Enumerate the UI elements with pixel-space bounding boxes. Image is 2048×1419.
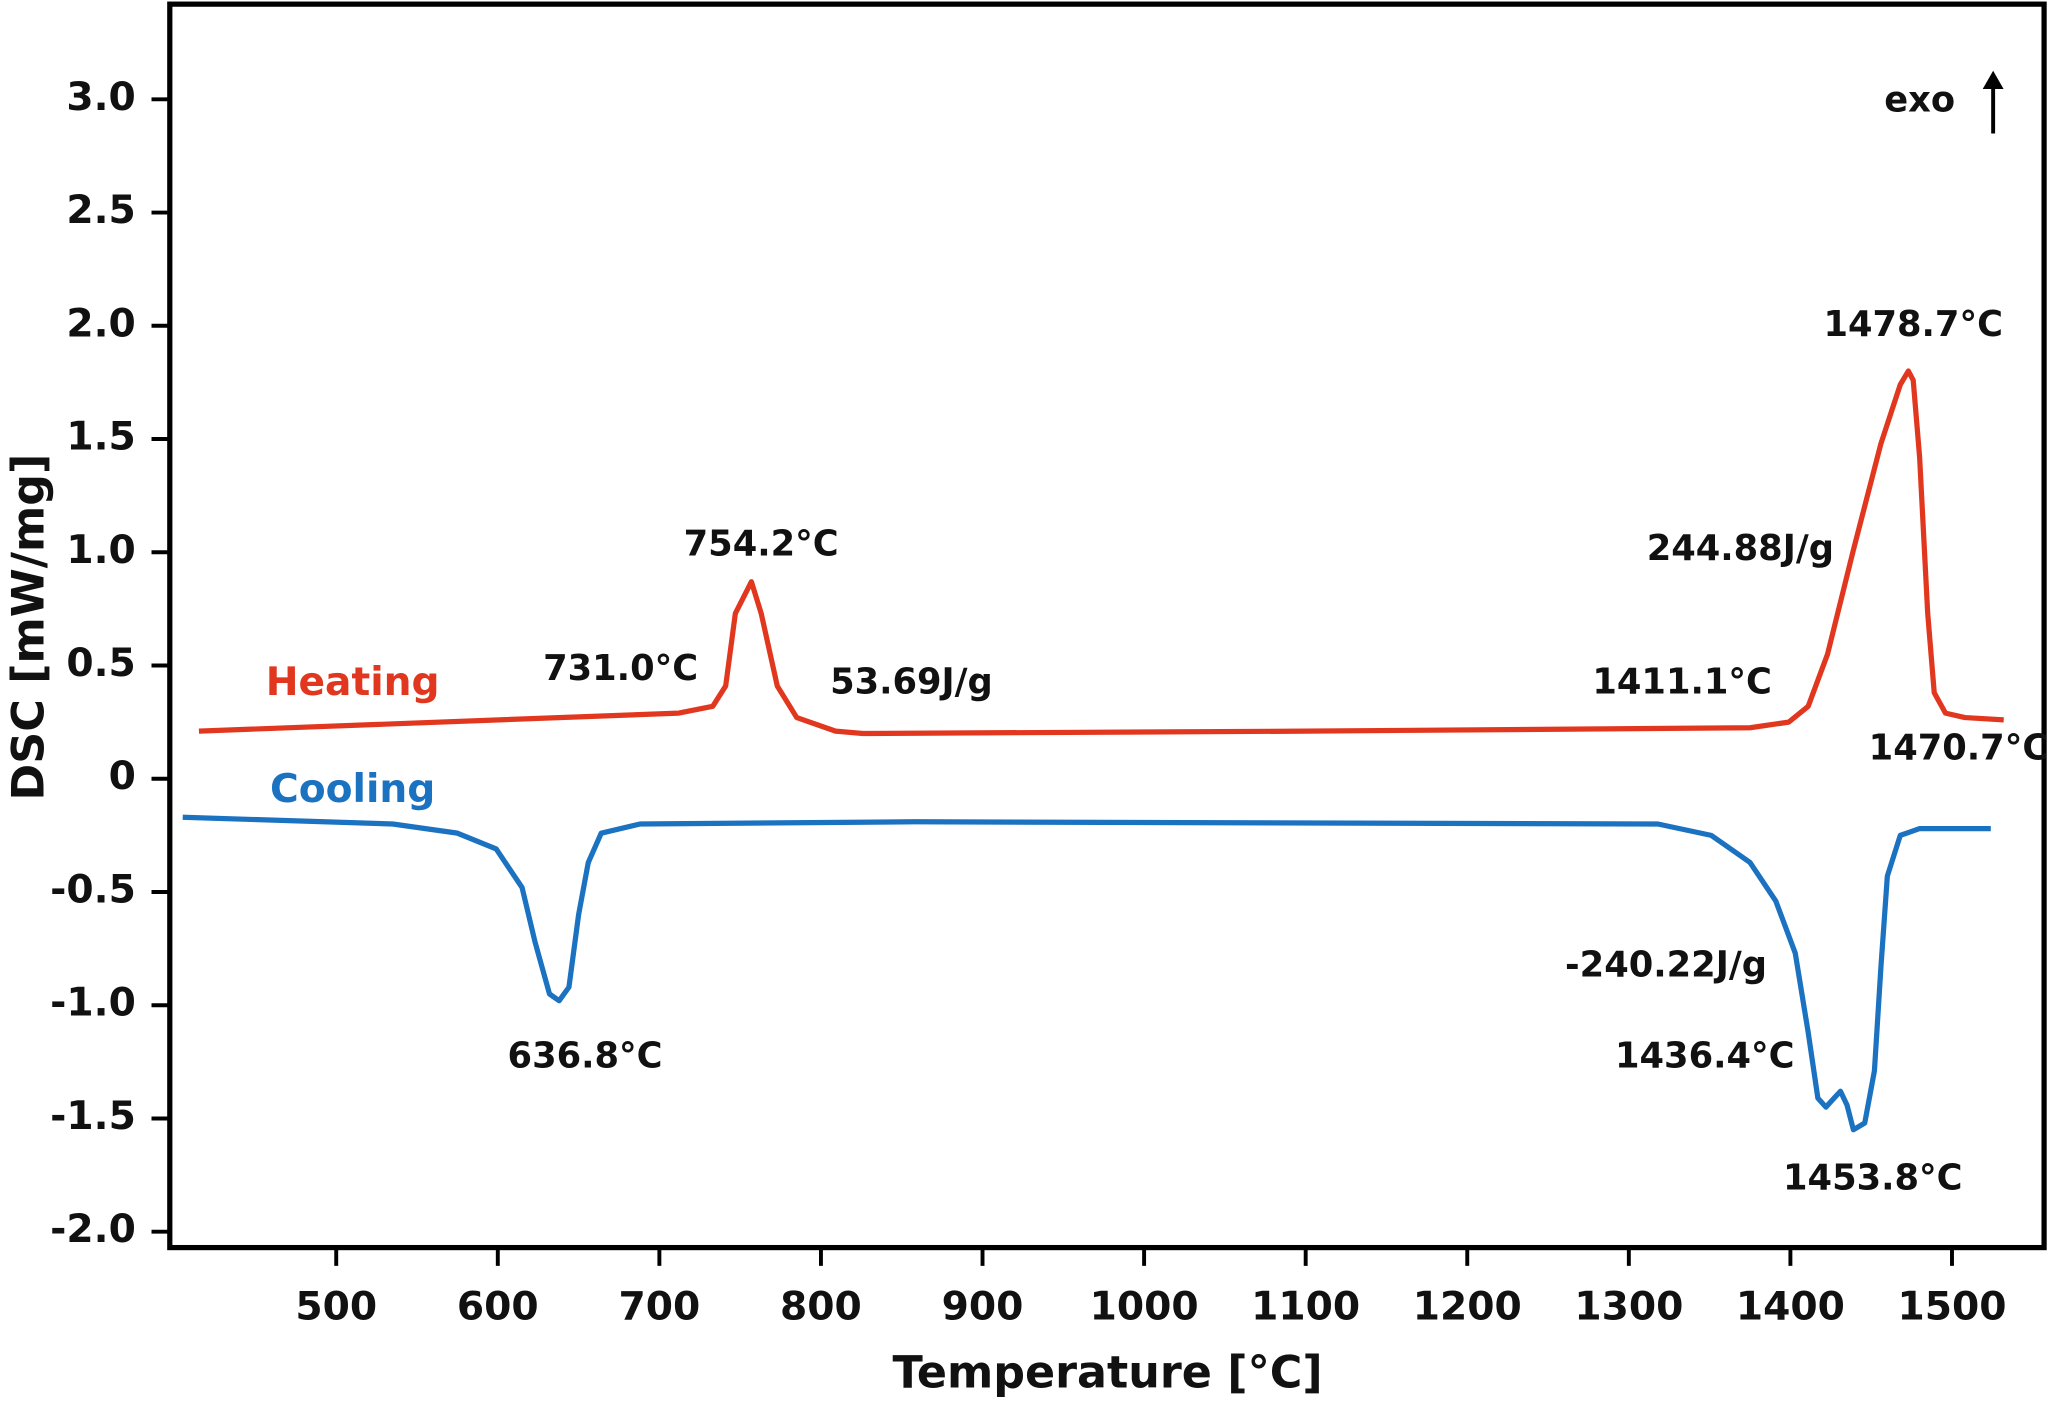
x-tick-label: 1300: [1574, 1284, 1683, 1329]
x-axis-label: Temperature [°C]: [893, 1348, 1323, 1399]
x-tick-label: 800: [780, 1284, 862, 1329]
annotation: 636.8°C: [508, 1035, 663, 1076]
x-tick-label: 500: [295, 1284, 377, 1329]
legend-label: Cooling: [270, 767, 435, 812]
annotation: 1411.1°C: [1592, 662, 1772, 703]
x-tick-label: 1100: [1251, 1284, 1360, 1329]
annotation: 1478.7°C: [1823, 304, 2003, 345]
annotation: 244.88J/g: [1647, 528, 1834, 569]
y-tick-label: 2.5: [66, 188, 135, 233]
annotation: 1453.8°C: [1783, 1158, 1963, 1199]
data-line: [198, 368, 2004, 737]
data-line: [182, 814, 1991, 1133]
y-tick-label: 0: [109, 754, 136, 799]
x-tick-label: 700: [618, 1284, 700, 1329]
y-tick-label: -1.5: [50, 1094, 136, 1139]
annotation: 1436.4°C: [1615, 1035, 1795, 1076]
x-tick-label: 1400: [1736, 1284, 1845, 1329]
y-tick-label: 3.0: [66, 75, 135, 120]
legend-label: Heating: [266, 660, 440, 705]
y-tick-label: -2.0: [50, 1207, 136, 1252]
annotation: exo: [1884, 80, 1955, 121]
x-tick-label: 1000: [1090, 1284, 1199, 1329]
x-tick-label: 1200: [1413, 1284, 1522, 1329]
annotation: 53.69J/g: [830, 662, 993, 703]
y-tick-label: 2.0: [66, 301, 135, 346]
exo-arrow-head: [1982, 70, 2004, 90]
x-tick-label: 600: [457, 1284, 539, 1329]
annotation: 731.0°C: [543, 648, 698, 689]
x-tick-label: 900: [942, 1284, 1024, 1329]
y-tick-label: 0.5: [66, 641, 135, 686]
y-tick-label: 1.0: [66, 528, 135, 573]
annotation: -240.22J/g: [1565, 945, 1767, 986]
y-tick-label: 1.5: [66, 415, 135, 460]
y-axis-label: DSC [mW/mg]: [3, 454, 54, 801]
annotation: 754.2°C: [684, 523, 839, 564]
x-tick-label: 1500: [1897, 1284, 2006, 1329]
annotation: 1470.7°C: [1869, 727, 2048, 768]
plot-frame: [167, 1, 2047, 1251]
y-tick-label: -1.0: [50, 981, 136, 1026]
y-tick-label: -0.5: [50, 867, 136, 912]
